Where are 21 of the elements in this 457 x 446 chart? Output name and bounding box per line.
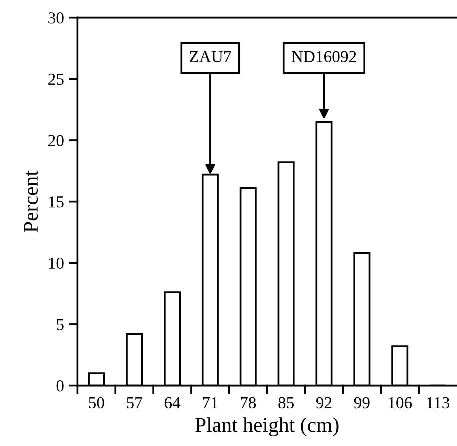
- annotation: ND16092: [292, 51, 356, 62]
- x-tick-label: 85: [278, 397, 294, 409]
- x-tick-label: 106: [389, 397, 412, 409]
- x-tick-label: 71: [203, 397, 218, 408]
- x-tick-label: 57: [127, 398, 142, 409]
- y-axis-title: Percent: [24, 170, 38, 232]
- y-tick-label: 25: [48, 74, 64, 86]
- annotation: ZAU7: [190, 51, 232, 62]
- x-tick-label: 64: [164, 397, 181, 409]
- x-tick-label: 113: [427, 397, 450, 409]
- x-tick-label: 92: [316, 397, 332, 409]
- y-tick-label: 5: [57, 319, 64, 330]
- y-tick-label: 0: [56, 380, 64, 392]
- y-tick-label: 30: [48, 12, 64, 24]
- y-tick-label: 20: [48, 135, 64, 146]
- x-tick-label: 50: [89, 397, 104, 409]
- x-tick-label: 78: [241, 397, 256, 409]
- y-tick-label: 10: [49, 258, 64, 270]
- x-axis-title: Plant height (cm): [196, 418, 339, 437]
- x-tick-label: 99: [354, 397, 370, 409]
- y-tick-label: 15: [49, 196, 64, 208]
